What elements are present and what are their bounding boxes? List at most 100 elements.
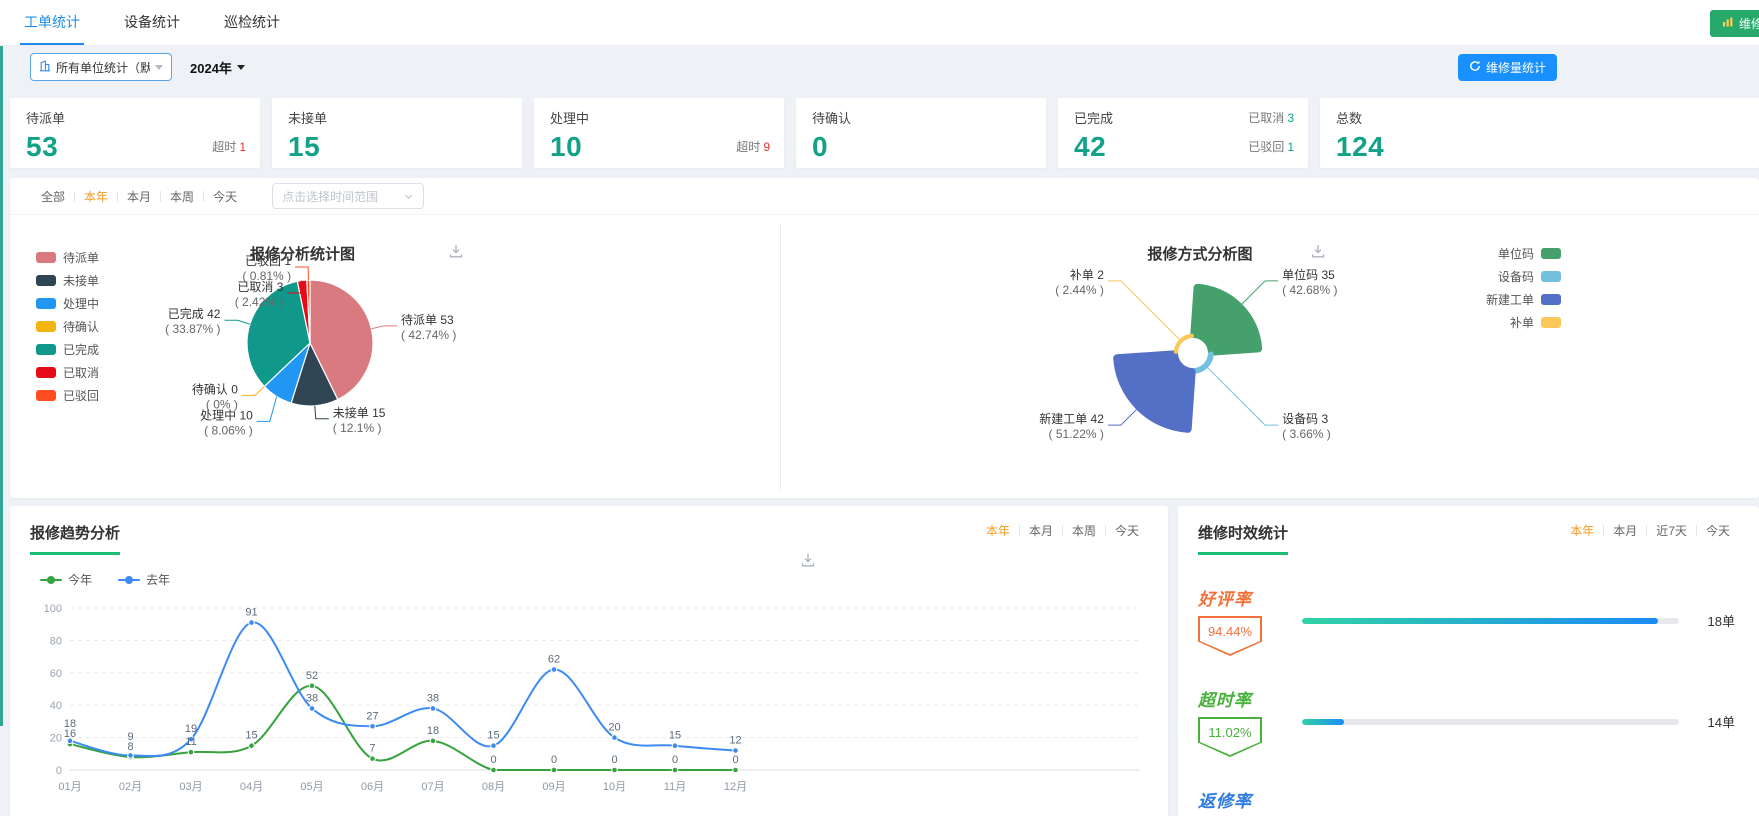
pie-slice-已完成[interactable] [246,280,311,388]
data-point[interactable] [369,722,376,730]
nav-tab-巡检统计[interactable]: 巡检统计 [224,14,280,30]
stat-card-处理中: 处理中 10 超时 9 [534,98,784,168]
pie1-legend: 待派单未接单处理中待确认已完成已取消已驳回 [36,249,99,404]
data-point[interactable] [550,666,558,673]
left-edge-accent [0,46,3,726]
data-point[interactable] [671,742,679,749]
rose-sector-新建工单[interactable] [1113,350,1196,433]
label-line [241,386,265,396]
nav-tab-设备统计[interactable]: 设备统计 [124,14,180,30]
tab-本年[interactable]: 本年 [84,189,109,204]
pie-label: 单位码 35 [1282,267,1335,282]
x-tick: 03月 [179,781,202,793]
kpi-percent: 11.02% [1208,725,1252,740]
tab-本月[interactable]: 本月 [127,189,152,204]
label-line [256,396,278,422]
legend-item-已驳回[interactable]: 已驳回 [36,387,99,404]
legend-swatch [36,321,56,332]
trend-panel: 报修趋势分析 本年 本月 本周 今天 今年 去年 0 20 40 60 80 100 01月 02月 0… [10,506,1168,816]
legend-item-设备码[interactable]: 设备码 [1498,268,1561,285]
legend-item-处理中[interactable]: 处理中 [36,295,99,312]
separator [1695,525,1697,536]
data-label: 16 [64,728,76,740]
pie-label-percent: ( 2.44% ) [1055,283,1104,297]
legend-item-待确认[interactable]: 待确认 [36,318,99,335]
data-point[interactable] [429,737,437,745]
pie-label: 待确认 0 [192,382,238,396]
repair-volume-button[interactable]: 维修量统计 [1457,54,1557,81]
annual-report-button[interactable]: 维修年报 [1709,10,1759,37]
pie-slice-已驳回[interactable] [306,279,311,344]
data-point[interactable] [66,737,74,745]
tab-今天[interactable]: 今天 [1114,524,1139,538]
label-line [371,325,398,330]
data-point[interactable] [308,705,316,712]
data-point[interactable] [187,748,195,756]
legend-item-补单[interactable]: 补单 [1510,314,1561,331]
data-label: 52 [306,670,318,682]
tab-本月[interactable]: 本月 [1613,524,1638,538]
pie-label-percent: ( 51.22% ) [1049,427,1104,441]
date-range-placeholder: 点击选择时间范围 [282,189,379,204]
data-point[interactable] [187,735,195,743]
pie2-legend: 单位码设备码新建工单补单 [1486,245,1561,331]
tab-本月[interactable]: 本月 [1028,524,1053,538]
x-tick: 01月 [58,781,81,793]
rose-sector-单位码[interactable] [1190,283,1263,356]
label-line [1207,367,1279,426]
stat-cards-row: 待派单 53 超时 1 未接单 15 处理中 10 超时 9 待确认 0 已完成 42 已取消 3 已驳回 1 总数… [10,98,1759,168]
data-point[interactable] [490,742,497,749]
x-tick: 12月 [724,781,747,793]
tab-今天[interactable]: 今天 [1705,524,1730,538]
data-point[interactable] [429,705,437,712]
download-icon[interactable] [800,552,816,571]
data-point[interactable] [308,682,316,690]
data-point[interactable] [490,766,497,774]
data-point[interactable] [671,766,679,774]
building-icon [39,59,51,75]
data-point[interactable] [611,734,618,741]
data-point[interactable] [127,752,134,759]
data-point[interactable] [611,766,618,774]
tab-本年[interactable]: 本年 [985,524,1010,538]
data-point[interactable] [248,742,255,749]
tab-近7天[interactable]: 近7天 [1656,524,1687,538]
time-filter-group: 全部 本年 本月 本周 今天 [32,188,246,205]
legend-swatch [36,390,56,401]
tab-全部[interactable]: 全部 [41,189,66,204]
legend-item-已完成[interactable]: 已完成 [36,341,99,358]
data-point[interactable] [732,766,739,774]
stat-card-value: 53 [26,131,59,162]
nav-tab-工单统计[interactable]: 工单统计 [20,0,84,45]
data-point[interactable] [369,755,376,762]
rose-sector-补单[interactable] [1173,333,1194,354]
line-dot-glyph [40,575,62,584]
data-point[interactable] [732,747,739,754]
legend-item-新建工单[interactable]: 新建工单 [1486,291,1561,308]
trend-legend-今年[interactable]: 今年 [40,571,92,588]
trend-legend-去年[interactable]: 去年 [118,571,170,588]
legend-item-未接单[interactable]: 未接单 [36,272,99,289]
x-tick: 09月 [542,781,565,793]
legend-item-单位码[interactable]: 单位码 [1498,245,1561,262]
data-point[interactable] [248,619,255,626]
stat-card-extra: 已取消 3 [1248,111,1294,125]
data-point[interactable] [550,766,558,774]
date-range-select[interactable]: 点击选择时间范围 [272,183,425,209]
unit-select[interactable]: 所有单位统计（默认） [30,53,172,81]
year-select[interactable]: 2024年 [190,58,245,77]
legend-label: 设备码 [1497,270,1534,284]
legend-item-已取消[interactable]: 已取消 [36,364,99,381]
tab-本周[interactable]: 本周 [170,189,195,204]
repair-volume-label: 维修量统计 [1485,61,1546,75]
bar-chart-icon [1722,16,1734,31]
kpi-row-好评率: 好评率 94.44% 18单 [1198,585,1739,656]
tab-今天[interactable]: 今天 [213,189,238,204]
legend-item-待派单[interactable]: 待派单 [36,249,99,266]
tab-本周[interactable]: 本周 [1071,524,1096,538]
data-label: 7 [369,743,375,755]
y-tick: 0 [56,765,62,777]
stat-card-未接单: 未接单 15 [272,98,522,168]
tab-本年[interactable]: 本年 [1570,524,1595,538]
kpi-percent: 94.44% [1207,624,1253,639]
